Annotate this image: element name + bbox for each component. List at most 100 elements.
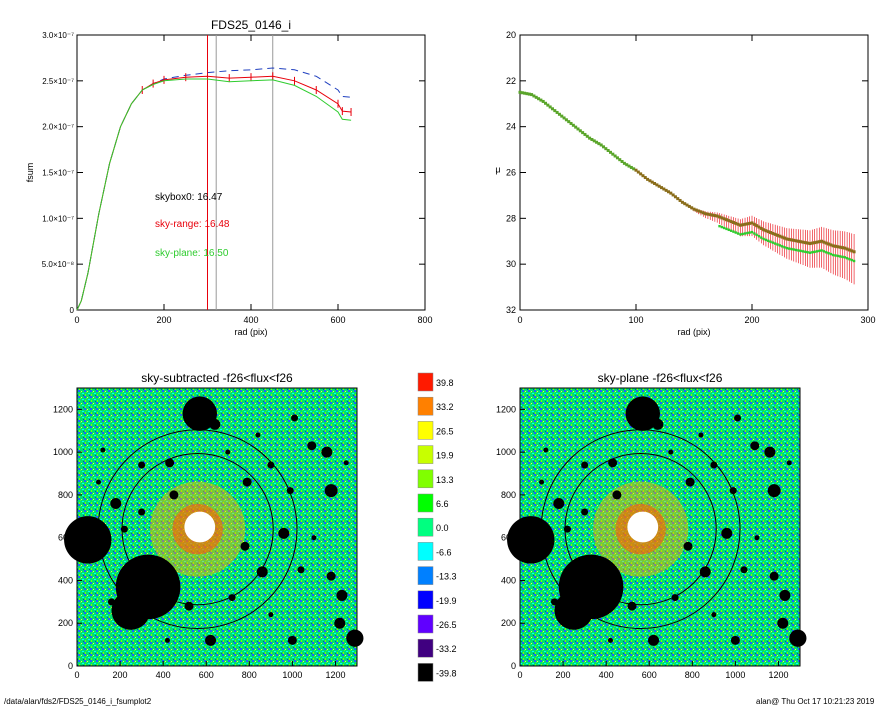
small-star-mask xyxy=(573,565,579,571)
y-tick-label: 28 xyxy=(506,213,516,223)
x-tick-label: 400 xyxy=(156,670,171,680)
data-point xyxy=(523,91,527,95)
data-point xyxy=(729,220,733,224)
data-point xyxy=(738,223,742,227)
data-point xyxy=(727,219,731,223)
y-tick-label: 26 xyxy=(506,168,516,178)
data-point xyxy=(583,132,587,136)
data-point xyxy=(639,172,643,176)
data-point xyxy=(706,212,710,216)
data-point xyxy=(527,92,531,96)
colorbar-label: 33.2 xyxy=(436,402,454,412)
star-mask xyxy=(767,484,781,498)
small-star-mask xyxy=(205,634,217,646)
data-point xyxy=(755,224,759,228)
data-point xyxy=(683,202,687,206)
y-tick-label: 22 xyxy=(506,76,516,86)
data-point-green xyxy=(836,254,840,258)
data-point xyxy=(752,222,756,226)
small-star-mask xyxy=(581,461,589,469)
small-star-mask xyxy=(326,571,336,581)
data-point xyxy=(834,244,838,248)
y-axis-label: fsum xyxy=(25,163,35,183)
data-point-green xyxy=(806,251,809,254)
data-point xyxy=(806,241,810,245)
small-star-mask xyxy=(539,479,545,485)
data-point xyxy=(541,99,545,103)
small-star-mask xyxy=(256,566,268,578)
data-point xyxy=(615,156,619,160)
y-tick-label: 1.0×10⁻⁷ xyxy=(42,214,74,223)
x-tick-label: 200 xyxy=(113,670,128,680)
data-point xyxy=(720,216,724,220)
y-axis-label: μ xyxy=(495,165,500,175)
colorbar-label: 0.0 xyxy=(436,523,449,533)
star-mask xyxy=(182,396,217,431)
data-point xyxy=(762,228,766,232)
data-point xyxy=(634,168,638,172)
data-point xyxy=(650,180,654,184)
data-point xyxy=(632,167,636,171)
star-mask xyxy=(625,396,660,431)
data-point xyxy=(741,223,745,227)
data-point xyxy=(711,213,715,217)
colorbar-label: -19.9 xyxy=(436,596,457,606)
image-frame xyxy=(519,387,801,667)
data-point xyxy=(664,188,668,192)
data-point xyxy=(750,221,754,225)
y-tick-label: 1000 xyxy=(496,447,516,457)
data-point xyxy=(680,200,684,204)
data-point xyxy=(803,241,807,245)
data-point xyxy=(564,118,568,122)
small-star-mask xyxy=(740,566,748,574)
data-point xyxy=(764,229,768,233)
sky-plane-image: sky-plane -f26<flux<f26 0 200 400 600 800 1000… xyxy=(496,371,807,680)
data-point-green xyxy=(794,248,798,252)
small-star-mask xyxy=(321,446,333,458)
y-tick-label: 600 xyxy=(501,533,516,543)
data-point xyxy=(685,203,689,207)
small-star-mask xyxy=(287,635,297,645)
small-star-mask xyxy=(769,571,779,581)
data-point xyxy=(653,182,657,185)
y-tick-label: 2.0×10⁻⁷ xyxy=(42,123,74,132)
data-point xyxy=(847,248,851,252)
small-star-mask xyxy=(543,447,549,453)
small-star-mask xyxy=(311,535,317,541)
data-point xyxy=(669,191,673,195)
data-point xyxy=(673,195,677,199)
data-point xyxy=(606,149,610,152)
small-star-mask xyxy=(267,461,275,469)
data-point-green xyxy=(820,249,823,252)
small-star-mask xyxy=(683,541,693,551)
colorbar-label: -33.2 xyxy=(436,644,457,654)
data-point-green xyxy=(732,230,735,233)
small-star-mask xyxy=(710,461,718,469)
data-point xyxy=(766,230,770,234)
colorbar-swatch xyxy=(417,590,434,610)
y-tick-label: 20 xyxy=(506,30,516,40)
small-star-mask xyxy=(130,565,136,571)
small-star-mask xyxy=(729,487,737,495)
data-point-green xyxy=(792,248,795,251)
data-point xyxy=(662,187,666,191)
data-point xyxy=(562,116,566,120)
data-point xyxy=(574,125,578,129)
colorbar-swatch xyxy=(417,493,434,513)
small-star-mask xyxy=(721,527,733,539)
small-star-mask xyxy=(120,525,128,533)
x-tick-label: 200 xyxy=(156,315,171,325)
data-point xyxy=(778,234,782,238)
data-point xyxy=(657,184,661,188)
small-star-mask xyxy=(563,525,571,533)
data-point xyxy=(537,97,541,101)
data-point xyxy=(597,142,601,146)
small-star-mask xyxy=(648,634,660,646)
colorbar-label: 19.9 xyxy=(436,451,454,461)
data-point xyxy=(787,237,791,241)
x-axis-label: rad (pix) xyxy=(234,327,267,337)
x-tick-label: 400 xyxy=(243,315,258,325)
data-point-green xyxy=(799,249,802,253)
data-point xyxy=(613,154,617,158)
star-mask xyxy=(111,591,151,630)
